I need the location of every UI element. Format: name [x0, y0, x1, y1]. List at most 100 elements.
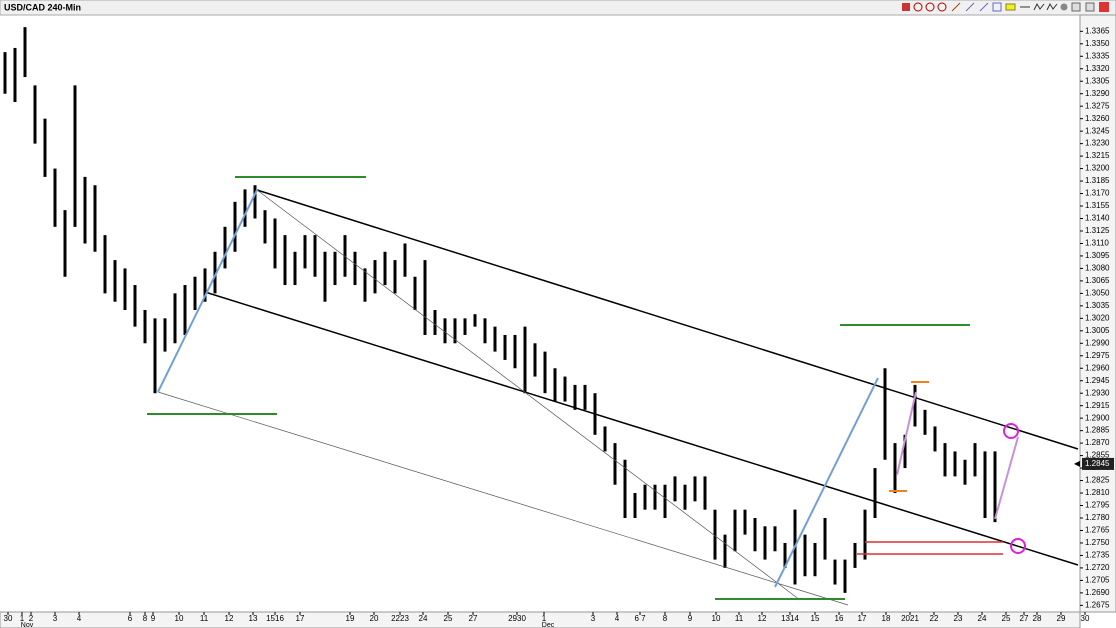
y-tick-label: 1.2945: [1085, 376, 1110, 385]
x-tick-label: 10: [712, 614, 721, 623]
x-tick-label: 27: [469, 614, 478, 623]
y-tick-label: 1.2975: [1085, 351, 1110, 360]
tool-icon[interactable]: [965, 2, 975, 12]
x-tick-label: 17: [858, 614, 867, 623]
y-tick-label: 1.2765: [1085, 526, 1110, 535]
x-tick-label: 11: [200, 614, 209, 623]
y-tick-label: 1.2990: [1085, 338, 1110, 347]
trend-line: [774, 377, 879, 588]
price-axis: [1079, 14, 1116, 613]
date-axis: [0, 611, 1081, 628]
y-tick-label: 1.3245: [1085, 126, 1110, 135]
x-tick-label: 3: [53, 614, 58, 623]
close-button[interactable]: [1099, 2, 1109, 12]
x-tick-label: 1: [20, 614, 25, 623]
y-tick-label: 1.2720: [1085, 563, 1110, 572]
y-tick-label: 1.2960: [1085, 363, 1110, 372]
x-tick-label: 27: [1020, 614, 1029, 623]
x-tick-label: 12: [225, 614, 234, 623]
x-tick-label: 29: [1057, 614, 1066, 623]
tool-icon[interactable]: [1005, 3, 1016, 11]
y-tick-label: 1.3035: [1085, 301, 1110, 310]
y-tick-label: 1.2870: [1085, 438, 1110, 447]
tool-icon[interactable]: [951, 2, 961, 12]
y-tick-label: 1.2855: [1085, 451, 1110, 460]
tool-icon[interactable]: [925, 2, 935, 12]
y-tick-label: 1.2780: [1085, 513, 1110, 522]
tool-icon[interactable]: [937, 2, 947, 12]
trend-line: [204, 291, 1079, 566]
x-tick-label: 13: [249, 614, 258, 623]
x-tick-label: 2: [29, 614, 34, 623]
x-tick-label: 4: [615, 614, 620, 623]
x-tick-label: 8: [143, 614, 148, 623]
x-tick-label: 2223: [391, 614, 409, 623]
x-tick-label: 17: [296, 614, 305, 623]
y-tick-label: 1.2750: [1085, 538, 1110, 547]
y-tick-label: 1.2795: [1085, 501, 1110, 510]
trend-line: [157, 391, 849, 606]
y-tick-label: 1.3365: [1085, 26, 1110, 35]
y-tick-label: 1.2735: [1085, 551, 1110, 560]
x-tick-label: 1: [542, 614, 547, 623]
x-tick-label: 2021: [901, 614, 919, 623]
y-tick-label: 1.3050: [1085, 288, 1110, 297]
y-tick-label: 1.2885: [1085, 426, 1110, 435]
tool-icon[interactable]: [992, 2, 1002, 12]
y-tick-label: 1.2915: [1085, 401, 1110, 410]
x-tick-label: 11: [735, 614, 744, 623]
y-tick-label: 1.3200: [1085, 164, 1110, 173]
plot-area: [3, 27, 997, 593]
x-tick-label: 4: [77, 614, 82, 623]
x-tick-label: 8: [663, 614, 668, 623]
tool-icon[interactable]: [1046, 2, 1058, 11]
trend-line: [896, 391, 917, 476]
x-tick-label: 18: [882, 614, 891, 623]
y-tick-label: 1.2930: [1085, 388, 1110, 397]
x-tick-label: 15: [811, 614, 820, 623]
x-tick-label: 9: [151, 614, 156, 623]
x-tick-label: 22: [930, 614, 939, 623]
x-tick-label: 20: [370, 614, 379, 623]
x-tick-label: 1314: [781, 614, 799, 623]
x-tick-label: 30: [4, 614, 13, 623]
y-tick-label: 1.3020: [1085, 313, 1110, 322]
y-tick-label: 1.3320: [1085, 64, 1110, 73]
x-tick-label: 25: [444, 614, 453, 623]
tool-icon[interactable]: [913, 2, 923, 12]
trend-line: [157, 189, 258, 393]
tool-icon[interactable]: [979, 2, 989, 12]
x-tick-label: 23: [954, 614, 963, 623]
y-tick-label: 1.3290: [1085, 89, 1110, 98]
annotations: [147, 176, 1079, 606]
x-tick-label: 10: [175, 614, 184, 623]
tool-icon[interactable]: [1085, 2, 1095, 12]
x-tick-label: 2930: [508, 614, 526, 623]
trend-line: [994, 436, 1019, 520]
y-tick-label: 1.3335: [1085, 51, 1110, 60]
y-tick-label: 1.3170: [1085, 189, 1110, 198]
x-tick-label: 30: [1081, 614, 1090, 623]
x-tick-label: 25: [1002, 614, 1011, 623]
chart-title: USD/CAD 240-Min: [4, 2, 81, 12]
tool-icon[interactable]: [1060, 3, 1068, 11]
toolbar[interactable]: [902, 2, 1109, 12]
marker-circle: [1003, 423, 1019, 439]
x-tick-label: 12: [758, 614, 767, 623]
last-price-pointer: [1074, 460, 1080, 467]
tool-icon[interactable]: [1033, 2, 1045, 11]
y-tick-label: 1.3140: [1085, 214, 1110, 223]
y-tick-label: 1.3350: [1085, 39, 1110, 48]
y-tick-label: 1.3095: [1085, 251, 1110, 260]
y-tick-label: 1.3215: [1085, 151, 1110, 160]
tool-icon[interactable]: [1071, 2, 1081, 12]
y-tick-label: 1.3125: [1085, 226, 1110, 235]
y-tick-label: 1.3275: [1085, 101, 1110, 110]
y-tick-label: 1.2705: [1085, 575, 1110, 584]
x-tick-label: 28: [1033, 614, 1042, 623]
x-tick-label: 24: [978, 614, 987, 623]
y-tick-label: 1.2825: [1085, 476, 1110, 485]
tool-icon[interactable]: [902, 3, 910, 11]
